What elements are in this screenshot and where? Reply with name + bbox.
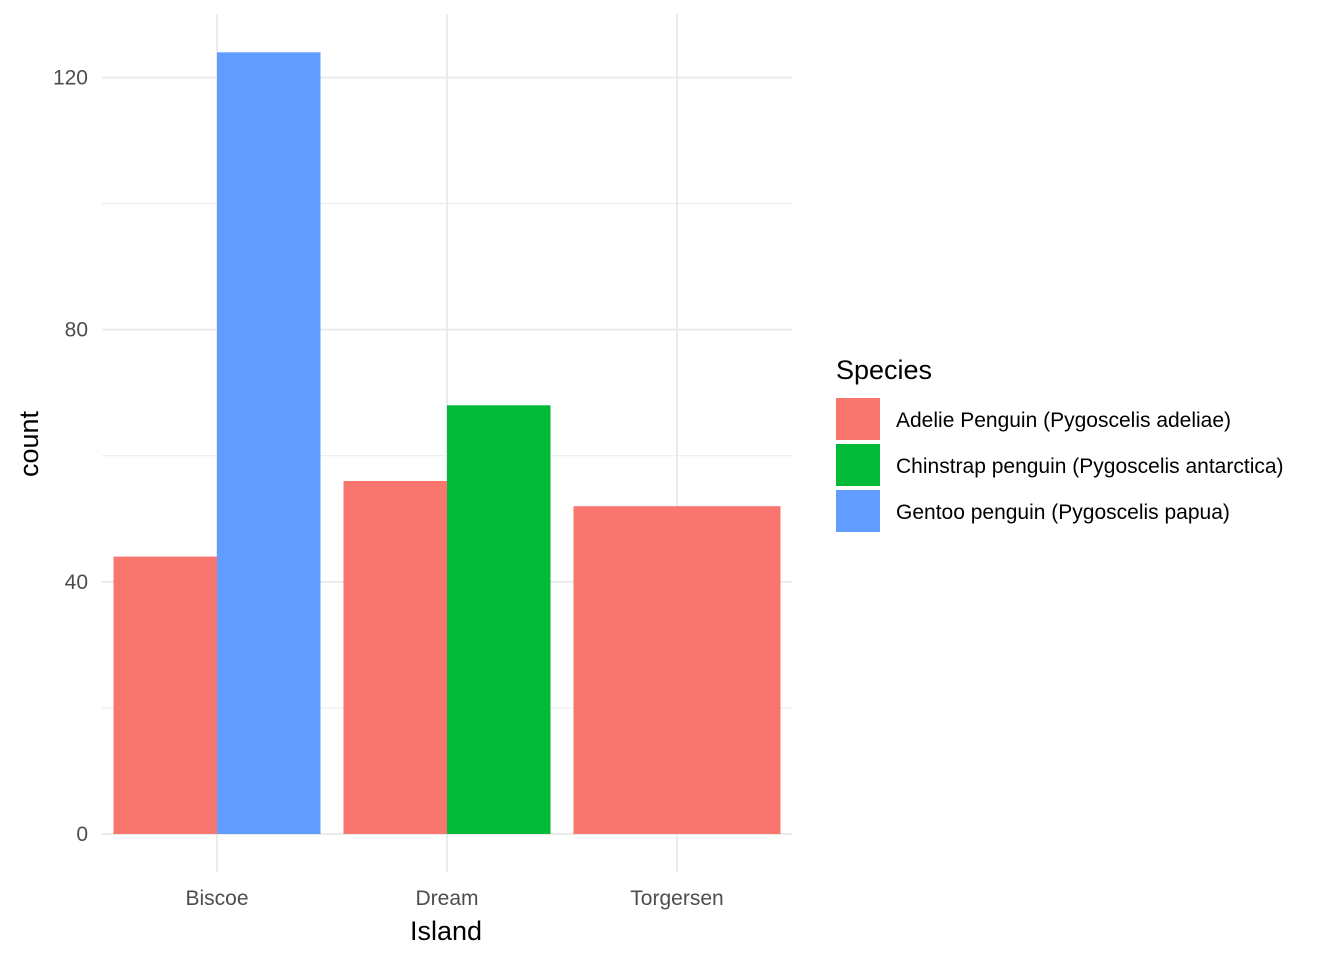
y-tick-label: 40	[65, 571, 88, 594]
bars	[113, 52, 781, 835]
bar	[447, 405, 551, 834]
y-tick-labels: 0 40 80 120	[53, 67, 88, 847]
x-tick-labels: Biscoe Dream Torgersen	[185, 887, 723, 910]
legend-label: Chinstrap penguin (Pygoscelis antarctica…	[896, 455, 1284, 478]
x-tick-label: Biscoe	[185, 887, 248, 910]
legend-title: Species	[836, 355, 932, 385]
legend-label: Gentoo penguin (Pygoscelis papua)	[896, 501, 1230, 524]
bar	[217, 52, 321, 835]
bar	[113, 556, 217, 834]
legend-entries: Adelie Penguin (Pygoscelis adeliae) Chins…	[836, 398, 1284, 532]
bar	[343, 480, 447, 834]
legend-key	[836, 398, 880, 440]
legend-label: Adelie Penguin (Pygoscelis adeliae)	[896, 409, 1231, 432]
x-axis-title: Island	[410, 916, 482, 946]
y-tick-label: 120	[53, 67, 88, 90]
y-tick-label: 0	[76, 823, 88, 846]
bar	[573, 506, 781, 834]
y-axis-title: count	[14, 410, 44, 477]
legend-key	[836, 444, 880, 486]
x-tick-label: Torgersen	[630, 887, 723, 910]
y-tick-label: 80	[65, 319, 88, 342]
legend-key	[836, 490, 880, 532]
legend: Species Adelie Penguin (Pygoscelis adeli…	[836, 355, 1284, 532]
x-tick-label: Dream	[415, 887, 478, 910]
